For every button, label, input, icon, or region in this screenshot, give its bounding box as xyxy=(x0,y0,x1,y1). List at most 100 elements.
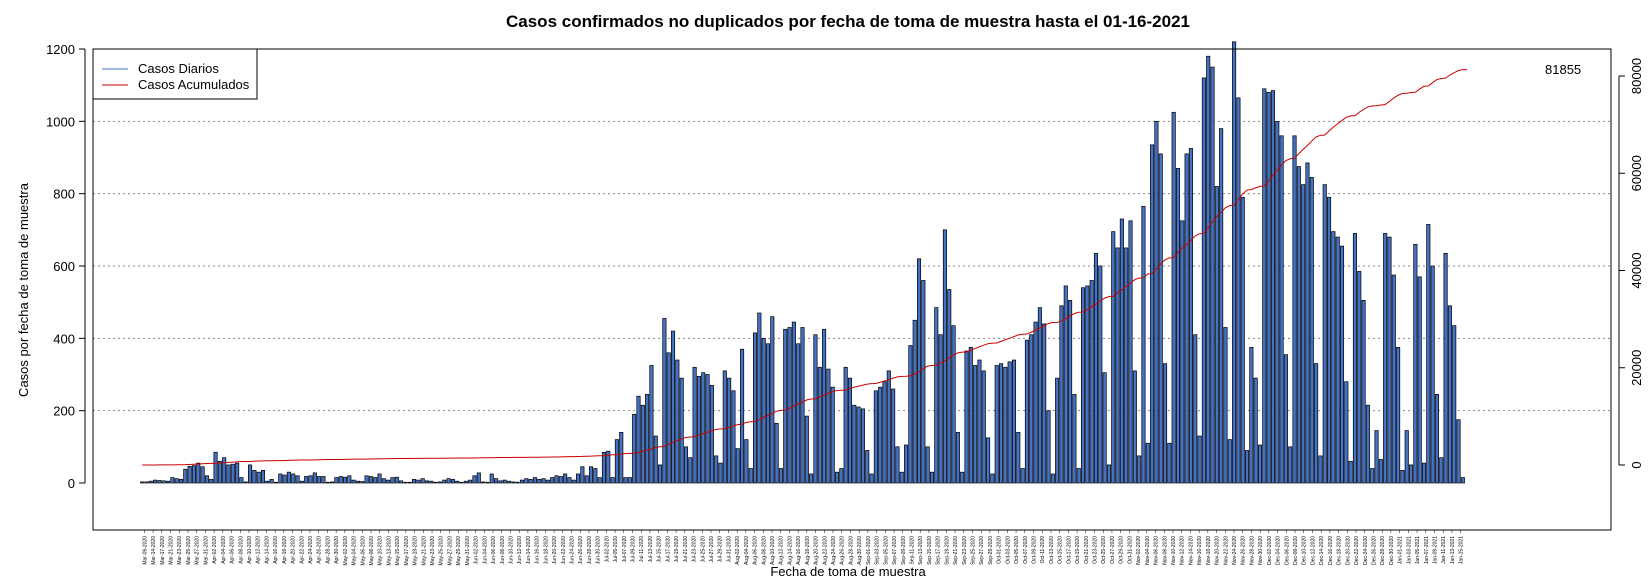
x-tick-label: Apr-30-2020 xyxy=(334,536,340,564)
bar xyxy=(947,289,952,484)
bar xyxy=(658,464,663,484)
bar xyxy=(541,478,546,484)
bar xyxy=(1365,404,1370,484)
x-tick-label: Dec-20-2020 xyxy=(1345,536,1351,565)
x-tick-label: May-27-2020 xyxy=(447,536,453,566)
bar xyxy=(666,352,671,484)
bar xyxy=(1145,442,1150,484)
x-tick-label: Nov-28-2020 xyxy=(1249,536,1255,565)
x-tick-label: Mar-25-2020 xyxy=(186,536,192,565)
bar xyxy=(1426,224,1431,484)
x-tick-label: Sep-27-2020 xyxy=(979,536,985,565)
y2-tick-label: 80000 xyxy=(1629,58,1644,94)
x-tick-label: Aug-10-2020 xyxy=(770,536,776,565)
bar xyxy=(822,328,827,484)
x-tick-label: Nov-24-2020 xyxy=(1232,536,1238,565)
x-tick-label: May-29-2020 xyxy=(456,536,462,566)
bar xyxy=(364,475,369,484)
x-tick-label: Jun-18-2020 xyxy=(543,536,549,564)
bar xyxy=(632,413,637,484)
x-tick-label: Dec-08-2020 xyxy=(1293,536,1299,565)
x-tick-label: Jan-15-2021 xyxy=(1459,536,1465,564)
bar xyxy=(1305,162,1310,484)
x-tick-label: Nov-02-2020 xyxy=(1136,536,1142,565)
bar xyxy=(1447,305,1452,484)
y-tick-label: 200 xyxy=(53,404,75,419)
x-tick-label: Jul-29-2020 xyxy=(718,536,724,563)
x-tick-label: Apr-16-2020 xyxy=(273,536,279,564)
bar xyxy=(1137,455,1142,484)
bar xyxy=(675,359,680,484)
bar xyxy=(735,448,740,484)
x-tick-label: May-13-2020 xyxy=(386,536,392,566)
x-tick-label: Oct-07-2020 xyxy=(1023,536,1029,564)
bar xyxy=(662,318,667,484)
x-tick-label: Oct-25-2020 xyxy=(1101,536,1107,564)
legend-label-cumulative: Casos Acumulados xyxy=(138,77,250,92)
bar xyxy=(1409,464,1414,484)
bar xyxy=(1046,410,1051,484)
x-tick-label: Dec-14-2020 xyxy=(1319,536,1325,565)
bar xyxy=(670,330,676,484)
x-tick-label: Jul-13-2020 xyxy=(648,536,654,563)
x-tick-label: Sep-21-2020 xyxy=(953,536,959,565)
bar xyxy=(1128,220,1133,484)
x-tick-label: Apr-18-2020 xyxy=(282,536,288,564)
x-tick-label: Apr-22-2020 xyxy=(299,536,305,564)
bar xyxy=(714,455,719,484)
bar xyxy=(304,476,309,484)
x-tick-label: Nov-26-2020 xyxy=(1241,536,1247,565)
x-tick-label: Jul-07-2020 xyxy=(622,536,628,563)
bar xyxy=(942,229,947,484)
bar xyxy=(420,478,425,484)
x-tick-label: Apr-02-2020 xyxy=(212,536,218,564)
x-tick-label: Dec-10-2020 xyxy=(1302,536,1308,565)
bar xyxy=(485,481,490,484)
legend-box xyxy=(92,48,258,100)
bar xyxy=(623,477,628,484)
bar xyxy=(1443,252,1448,484)
bar xyxy=(1245,450,1250,484)
bar xyxy=(1253,377,1258,484)
x-tick-label: Oct-09-2020 xyxy=(1032,536,1038,564)
bar xyxy=(882,381,887,484)
bar xyxy=(265,480,270,484)
x-tick-label: Aug-24-2020 xyxy=(831,536,837,565)
bar xyxy=(511,481,516,484)
bar xyxy=(1158,153,1163,484)
bar xyxy=(442,479,447,484)
bar xyxy=(1314,363,1319,484)
bar xyxy=(1098,265,1103,484)
bar xyxy=(260,469,266,484)
bar xyxy=(563,473,568,484)
bar xyxy=(506,480,512,484)
bar xyxy=(1180,220,1185,484)
bar xyxy=(502,479,507,484)
bar xyxy=(645,394,650,484)
x-tick-label: Jun-20-2020 xyxy=(552,536,558,564)
x-tick-label: Dec-24-2020 xyxy=(1363,536,1369,565)
x-tick-label: Jun-26-2020 xyxy=(578,536,584,564)
y-tick-label: 1200 xyxy=(46,42,75,57)
x-tick-label: Nov-14-2020 xyxy=(1188,536,1194,565)
bar xyxy=(187,466,192,484)
y-axis-left: 0 200 400 600 800 1000 1200 xyxy=(46,42,86,491)
bar xyxy=(1396,347,1401,484)
x-tick-label: Apr-04-2020 xyxy=(221,536,227,564)
x-tick-label: May-25-2020 xyxy=(439,536,445,566)
x-tick-label: Jul-17-2020 xyxy=(665,536,671,563)
bar xyxy=(1072,394,1077,484)
bar xyxy=(239,477,244,484)
bar xyxy=(584,475,589,484)
bar xyxy=(1318,455,1323,484)
bar xyxy=(554,475,559,484)
bar xyxy=(1003,366,1008,484)
bar xyxy=(312,472,317,484)
x-tick-label: Aug-04-2020 xyxy=(744,536,750,565)
bar xyxy=(403,481,408,484)
bar xyxy=(731,390,736,484)
bar xyxy=(1201,77,1206,484)
x-tick-label: Mar-17-2020 xyxy=(160,536,166,565)
legend-label-daily: Casos Diarios xyxy=(138,61,219,76)
